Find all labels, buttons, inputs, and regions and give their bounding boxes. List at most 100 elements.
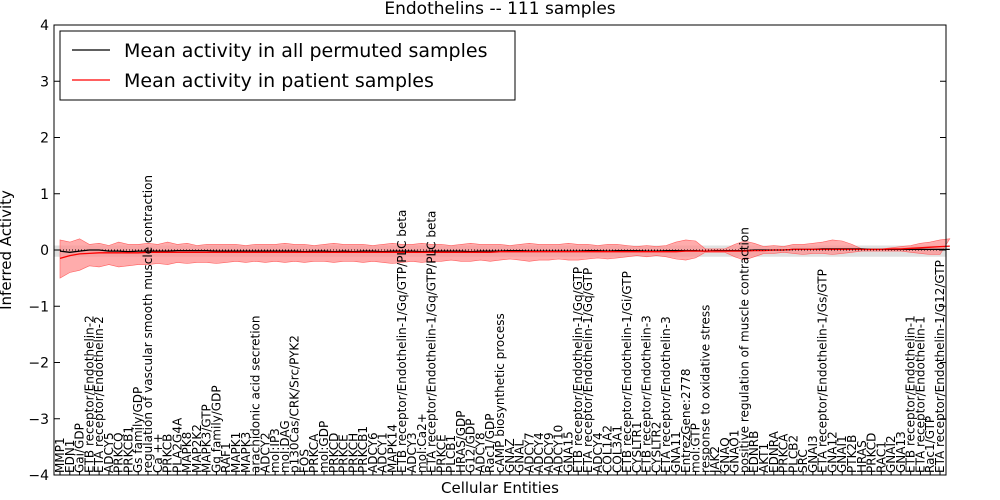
category-label: Gai/GDP bbox=[73, 423, 87, 473]
y-ticks: 4 3 2 1 0 −1 −2 −3 −4 bbox=[28, 18, 946, 484]
category-label: PRKCH bbox=[346, 433, 360, 473]
category-label: CYSLTR2 bbox=[649, 422, 663, 473]
category-label: GNAI2 bbox=[884, 435, 898, 473]
category-label: PTK2B bbox=[845, 435, 859, 473]
category-label: PRKCE bbox=[337, 434, 351, 473]
category-label: GNA12 bbox=[825, 431, 839, 473]
category-label: Ca ++ bbox=[151, 433, 165, 473]
category-label: EDN1 bbox=[63, 440, 77, 473]
category-label: MAPK14 bbox=[385, 424, 399, 473]
category-label: ETA receptor/Endothelin-1/G12/GTP bbox=[933, 260, 947, 473]
category-label: PLCB2 bbox=[786, 435, 800, 473]
category-label: CYSLTR1 bbox=[630, 422, 644, 473]
category-label: Rac1/GTP bbox=[923, 416, 937, 473]
category-label: mol:GDP bbox=[317, 421, 331, 473]
category-label: JAK2 bbox=[708, 446, 722, 474]
category-label: ADCY9 bbox=[542, 432, 556, 473]
y-tick-label: 3 bbox=[40, 74, 49, 90]
category-label: GNAI3 bbox=[806, 435, 820, 473]
category-label: ADCY10 bbox=[552, 425, 566, 473]
y-tick-label: 0 bbox=[40, 243, 49, 259]
category-label: HRAS/GDP bbox=[454, 410, 468, 473]
category-label: p130Cas/CRK/Src/PYK2 bbox=[288, 335, 302, 473]
category-label: ETB receptor/Endothelin-1/Gi/GTP bbox=[620, 271, 634, 473]
category-label: AKT1 bbox=[757, 443, 771, 473]
y-tick-label: −1 bbox=[28, 299, 49, 315]
category-label: ETB receptor/Endothelin-1/Gq/GTP/PLC bet… bbox=[395, 210, 409, 473]
x-ticks bbox=[59, 471, 941, 475]
category-label: COL3A1 bbox=[610, 425, 624, 473]
category-label: MAPK8 bbox=[180, 432, 194, 473]
category-label: ETA receptor/Endothelin-2 bbox=[92, 316, 106, 473]
category-label: PRKCB1 bbox=[356, 426, 370, 473]
chart-title: Endothelins -- 111 samples bbox=[384, 0, 615, 19]
category-label: PRKCD bbox=[865, 433, 879, 473]
y-tick-label: −3 bbox=[28, 412, 49, 428]
category-label: ETA receptor/Endothelin-3 bbox=[659, 316, 673, 473]
category-label: ADCY4 bbox=[591, 432, 605, 473]
category-label: mol:IP3 bbox=[268, 428, 282, 473]
category-label: GNA15 bbox=[561, 431, 575, 473]
category-label: arachidonic acid secretion bbox=[249, 316, 263, 473]
category-label: PRKCQ bbox=[112, 432, 126, 473]
category-label: positive regulation of muscle contractio… bbox=[737, 227, 751, 473]
category-label: MAP2K2 bbox=[190, 424, 204, 473]
category-label: PRKCB bbox=[161, 434, 175, 473]
category-label: MAPK3/GTP bbox=[200, 404, 214, 473]
category-label: EDNRA bbox=[767, 430, 781, 473]
category-label: Gq family/GDP bbox=[209, 385, 223, 473]
category-label: PLCB1 bbox=[444, 435, 458, 473]
category-label: ADCY2 bbox=[258, 432, 272, 473]
category-label: HRAS bbox=[855, 440, 869, 473]
category-label: ETB receptor/Endothelin-2 bbox=[82, 315, 96, 473]
legend-box bbox=[59, 30, 516, 101]
category-label: GNA13 bbox=[894, 431, 908, 473]
y-tick-label: 4 bbox=[40, 18, 49, 34]
y-tick-label: −4 bbox=[28, 468, 49, 484]
category-label: ADCY3 bbox=[405, 432, 419, 473]
category-label: GNA11 bbox=[669, 431, 683, 473]
category-label: FOS bbox=[297, 449, 311, 473]
category-label: cAMP biosynthetic process bbox=[493, 313, 507, 473]
category-label: GNAO1 bbox=[728, 430, 742, 473]
category-label: PLA2G4A bbox=[170, 417, 184, 473]
category-label: PRKCA bbox=[307, 433, 321, 473]
category-label: ETB receptor/Endothelin-3 bbox=[640, 315, 654, 473]
category-label: ADCY8 bbox=[473, 432, 487, 473]
category-label: RAC1 bbox=[874, 441, 888, 473]
category-label: PRKCB1 bbox=[121, 426, 135, 473]
category-label: EDNRB bbox=[747, 431, 761, 473]
series-line-1 bbox=[59, 245, 950, 260]
category-label: ETB receptor/Endothelin-1/Gq/GTP bbox=[571, 267, 585, 473]
y-tick-label: 1 bbox=[40, 187, 49, 203]
category-label: GNAQ bbox=[718, 437, 732, 473]
legend-label-patient: Mean activity in patient samples bbox=[124, 70, 434, 92]
category-label: ADCY7 bbox=[522, 432, 536, 473]
category-label: response to oxidative stress bbox=[698, 305, 712, 473]
category-label: PRKCD bbox=[327, 433, 341, 473]
x-axis-label: Cellular Entities bbox=[441, 479, 559, 497]
category-label: ETB receptor/Endothelin-1 bbox=[904, 315, 918, 473]
category-label: mol:GTP bbox=[689, 423, 703, 473]
category-label: Rac1/GDP bbox=[483, 414, 497, 473]
category-label: ADCY5 bbox=[102, 432, 116, 473]
category-label: ETA receptor/Endothelin-1/Gq/GTP bbox=[581, 268, 595, 473]
category-label: ADCY1 bbox=[376, 432, 390, 473]
category-label: regulation of vascular smooth muscle con… bbox=[141, 175, 155, 473]
category-label: SRC bbox=[796, 449, 810, 473]
category-label: GNAL bbox=[513, 440, 527, 473]
category-label: GNAI1 bbox=[835, 435, 849, 473]
category-label: MAPK3 bbox=[239, 432, 253, 473]
category-label: RAF1 bbox=[219, 442, 233, 473]
category-label: MMP1 bbox=[53, 437, 67, 473]
category-label: mol:DAG bbox=[278, 420, 292, 473]
category-label: ADCY4 bbox=[532, 432, 546, 473]
category-label: EntrezGene:2778 bbox=[679, 369, 693, 474]
y-tick-label: −2 bbox=[28, 356, 49, 372]
category-label: PRKCE bbox=[434, 434, 448, 473]
legend: Mean activity in all permuted samples Me… bbox=[59, 30, 516, 101]
category-label: ETA receptor/Endothelin-1/Gs/GTP bbox=[816, 269, 830, 473]
category-label: Gs family/GDP bbox=[131, 387, 145, 473]
